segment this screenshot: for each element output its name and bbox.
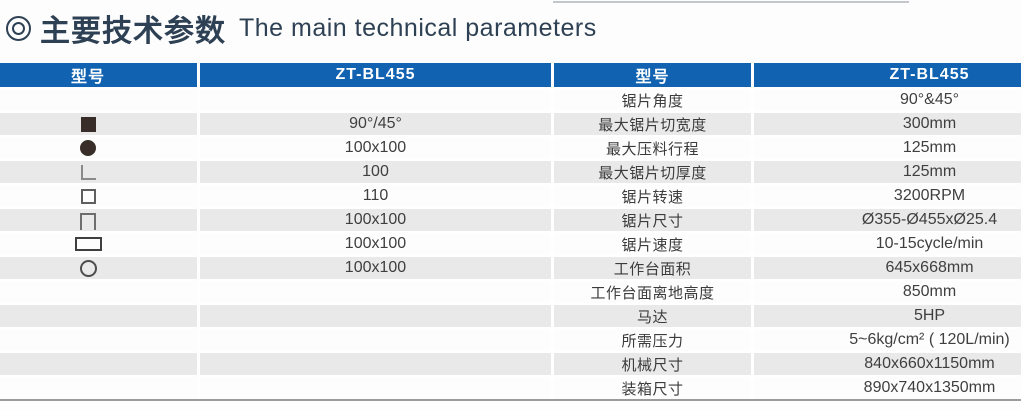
section-title: 主要技术参数 The main technical parameters xyxy=(4,6,597,50)
parameter-name-cell: 最大锯片切厚度 xyxy=(551,159,751,183)
parameter-name-cell: 锯片角度 xyxy=(551,87,751,111)
parameter-name-cell: 马达 xyxy=(551,303,751,327)
profile-shape-cell xyxy=(0,135,197,159)
parameter-name-cell: 工作台面积 xyxy=(551,255,751,279)
left-value-cell: 100x100 xyxy=(197,207,551,231)
table-row: 100x100 最大压料行程 125mm xyxy=(0,135,1021,159)
table-row: 90°/45° 最大锯片切宽度 300mm xyxy=(0,111,1021,135)
profile-shape-cell xyxy=(0,159,197,183)
left-value-cell: 100 xyxy=(197,159,551,183)
parameter-value-cell: 890x740x1350mm xyxy=(751,375,1021,399)
left-value-cell: 100x100 xyxy=(197,255,551,279)
parameter-name-cell: 最大压料行程 xyxy=(551,135,751,159)
parameter-value-cell: 840x660x1150mm xyxy=(751,351,1021,375)
profile-shape-cell xyxy=(0,183,197,207)
parameter-value-cell: 300mm xyxy=(751,111,1021,135)
parameter-name-cell: 锯片尺寸 xyxy=(551,207,751,231)
parameter-name-cell: 工作台面离地高度 xyxy=(551,279,751,303)
table-row: 100x100 锯片尺寸 Ø355-Ø455xØ25.4 xyxy=(0,207,1021,231)
table-row: 装箱尺寸 890x740x1350mm xyxy=(0,375,1021,399)
parameter-value-cell: 5~6kg/cm² ( 120L/min) xyxy=(751,327,1021,351)
header-model-left: 型号 xyxy=(0,63,197,87)
profile-shape-cell xyxy=(0,111,197,135)
parameter-value-cell: 125mm xyxy=(751,159,1021,183)
profile-shape-cell xyxy=(0,255,197,279)
profile-shape-cell xyxy=(0,207,197,231)
hollow-rect-icon xyxy=(74,237,102,251)
left-value-cell xyxy=(197,351,551,375)
parameter-value-cell: 5HP xyxy=(751,303,1021,327)
left-value-cell xyxy=(197,375,551,399)
parameter-name-cell: 机械尺寸 xyxy=(551,351,751,375)
section-title-zh: 主要技术参数 xyxy=(40,15,226,48)
profile-shape-cell xyxy=(0,279,197,303)
hollow-square-icon xyxy=(80,188,96,204)
table-row: 110 锯片转速 3200RPM xyxy=(0,183,1021,207)
channel-icon xyxy=(80,213,96,230)
left-value-cell xyxy=(197,87,551,111)
header-value-left: ZT-BL455 xyxy=(197,63,551,87)
table-row: 机械尺寸 840x660x1150mm xyxy=(0,351,1021,375)
parameter-name-cell: 锯片速度 xyxy=(551,231,751,255)
double-circle-icon xyxy=(6,15,31,41)
table-row: 100x100 锯片速度 10-15cycle/min xyxy=(0,231,1021,255)
header-value-right: ZT-BL455 xyxy=(751,63,1021,87)
header-model-right: 型号 xyxy=(551,63,751,87)
table-row: 锯片角度 90°&45° xyxy=(0,87,1021,111)
left-value-cell: 110 xyxy=(197,183,551,207)
parameter-value-cell: Ø355-Ø455xØ25.4 xyxy=(751,207,1021,231)
table-row: 100x100 工作台面积 645x668mm xyxy=(0,255,1021,279)
parameter-name-cell: 装箱尺寸 xyxy=(551,375,751,399)
parameter-name-cell: 所需压力 xyxy=(551,327,751,351)
left-value-cell: 100x100 xyxy=(197,231,551,255)
solid-circle-icon xyxy=(80,140,96,156)
parameter-name-cell: 锯片转速 xyxy=(551,183,751,207)
parameter-value-cell: 645x668mm xyxy=(751,255,1021,279)
table-row: 工作台面离地高度 850mm xyxy=(0,279,1021,303)
section-title-en: The main technical parameters xyxy=(239,13,597,42)
table-row: 马达 5HP xyxy=(0,303,1021,327)
left-value-cell xyxy=(197,327,551,351)
table-row: 所需压力 5~6kg/cm² ( 120L/min) xyxy=(0,327,1021,351)
double-circle-icon-inner xyxy=(12,21,25,35)
parameter-value-cell: 10-15cycle/min xyxy=(751,231,1021,255)
parameters-table-inner: 型号 ZT-BL455 型号 ZT-BL455 锯片角度 90°&45° 90°/4… xyxy=(0,63,1021,399)
parameter-name-cell: 最大锯片切宽度 xyxy=(551,111,751,135)
profile-shape-cell xyxy=(0,303,197,327)
top-divider-line xyxy=(553,1,909,3)
profile-shape-cell xyxy=(0,351,197,375)
table-body: 锯片角度 90°&45° 90°/45° 最大锯片切宽度 300mm 100x100 最大压… xyxy=(0,87,1021,399)
parameter-value-cell: 3200RPM xyxy=(751,183,1021,207)
profile-shape-cell xyxy=(0,87,197,111)
table-row: 100 最大锯片切厚度 125mm xyxy=(0,159,1021,183)
table-header-row: 型号 ZT-BL455 型号 ZT-BL455 xyxy=(0,63,1021,87)
profile-shape-cell xyxy=(0,231,197,255)
left-value-cell: 90°/45° xyxy=(197,111,551,135)
table-bottom-rule xyxy=(0,399,1021,401)
profile-shape-cell xyxy=(0,375,197,399)
parameter-value-cell: 125mm xyxy=(751,135,1021,159)
left-value-cell: 100x100 xyxy=(197,135,551,159)
hollow-circle-icon xyxy=(79,259,97,277)
parameter-value-cell: 850mm xyxy=(751,279,1021,303)
profile-shape-cell xyxy=(0,327,197,351)
solid-square-icon xyxy=(80,116,96,132)
parameter-value-cell: 90°&45° xyxy=(751,87,1021,111)
parameters-table: 型号 ZT-BL455 型号 ZT-BL455 锯片角度 90°&45° 90°/4… xyxy=(0,63,1021,400)
left-value-cell xyxy=(197,303,551,327)
left-value-cell xyxy=(197,279,551,303)
angle-icon xyxy=(80,164,96,180)
